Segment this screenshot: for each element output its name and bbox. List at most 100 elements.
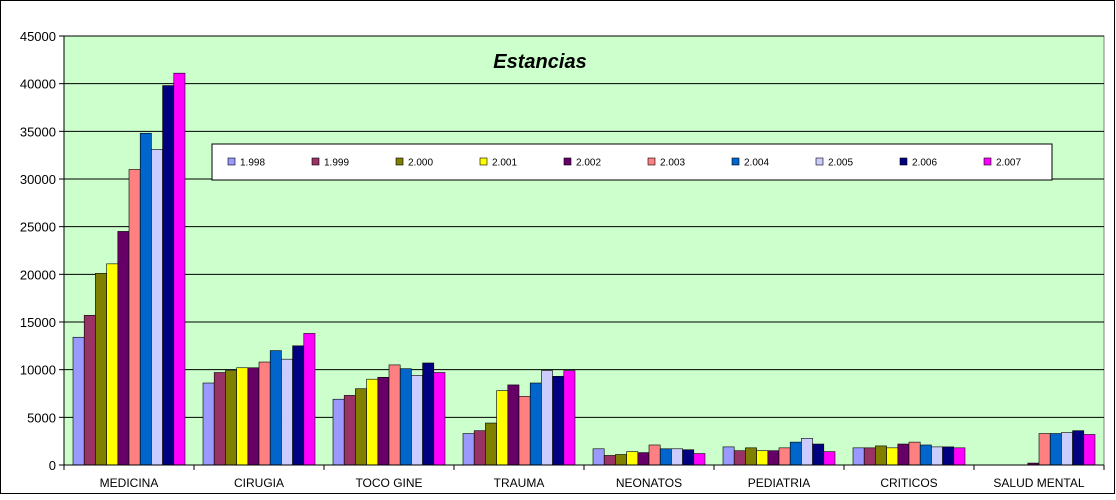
y-tick-label: 45000 [20,29,56,44]
x-tick-label: CRITICOS [880,476,937,490]
bar [258,361,271,466]
bar [507,384,520,466]
bar [897,443,910,466]
bar [269,350,282,466]
bar [332,398,345,466]
bar [1038,433,1051,466]
legend-box [211,143,1053,181]
bar [789,441,802,466]
legend-label: 1.998 [240,158,265,169]
bar [151,149,163,466]
bar [496,390,509,466]
bar [722,446,735,466]
bar [247,367,260,466]
bar [1072,430,1085,466]
bar [422,362,435,466]
bar [1083,434,1096,466]
bar [778,447,791,466]
bar [106,263,119,466]
bar [812,443,825,466]
y-axis-ticks: 0 5000 10000 15000 20000 25000 30000 35000 40000… [20,29,64,473]
legend-label: 2.001 [492,158,517,169]
bar [411,375,423,466]
bar [671,448,683,466]
legend-label: 2.004 [744,158,769,169]
chart-title: Estancias [493,51,586,73]
legend-swatch [647,157,656,166]
legend-label: 1.999 [324,158,349,169]
legend-label: 2.000 [408,158,433,169]
bar [139,132,152,466]
bar [343,395,356,466]
legend-label: 2.002 [576,158,601,169]
bar [886,447,899,466]
y-tick-label: 40000 [20,77,56,92]
legend-swatch [731,157,740,166]
bar [626,451,639,466]
legend-swatch [899,157,908,166]
bar [603,455,616,466]
legend: 1.998 1.999 2.000 2.001 2.002 2.003 2.004 2.005… [211,143,1053,181]
bar [202,382,215,466]
bar [563,370,576,466]
bar [863,447,876,466]
legend-label: 2.003 [660,158,685,169]
bar [292,345,305,466]
legend-label: 2.007 [996,158,1021,169]
bar [823,451,836,466]
bar [615,454,627,466]
bar [303,333,316,466]
bar [518,396,531,466]
bar [919,444,932,466]
bar [399,368,412,466]
bar [388,364,401,466]
bar [693,453,706,466]
bar [95,273,107,466]
x-tick-label: TOCO GINE [355,476,422,490]
y-tick-label: 35000 [20,124,56,139]
bar [659,448,672,466]
bar [637,452,650,466]
legend-swatch [563,157,572,166]
bar [592,448,605,466]
x-tick-label: NEONATOS [616,476,682,490]
legend-swatch [983,157,992,166]
y-tick-label: 25000 [20,220,56,235]
legend-swatch [311,157,320,166]
bar [648,444,661,466]
bar [541,370,553,466]
bar [366,378,379,466]
bar [682,449,695,466]
bar [852,447,865,466]
bar [875,445,887,466]
bar [236,367,249,466]
bar [1061,432,1073,466]
legend-swatch [479,157,488,166]
bar [745,447,757,466]
bar [213,372,226,466]
y-tick-label: 30000 [20,172,56,187]
bar [128,169,141,466]
bar [355,388,367,466]
y-tick-label: 0 [49,458,56,473]
y-tick-label: 10000 [20,363,56,378]
legend-swatch [227,157,236,166]
bar [529,382,542,466]
y-tick-label: 5000 [27,410,56,425]
bar [377,376,390,466]
bar [931,446,943,466]
legend-swatch [815,157,824,166]
bar [552,376,565,466]
y-tick-label: 15000 [20,315,56,330]
bar [473,430,486,466]
x-axis-labels: MEDICINA CIRUGIA TOCO GINE TRAUMA NEONATOS PE… [63,465,1105,490]
bar [756,450,769,466]
legend-swatch [395,157,404,166]
x-tick-label: TRAUMA [494,476,545,490]
x-tick-label: MEDICINA [100,476,159,490]
bar [767,450,780,466]
bar [433,372,446,466]
bar [83,315,96,466]
